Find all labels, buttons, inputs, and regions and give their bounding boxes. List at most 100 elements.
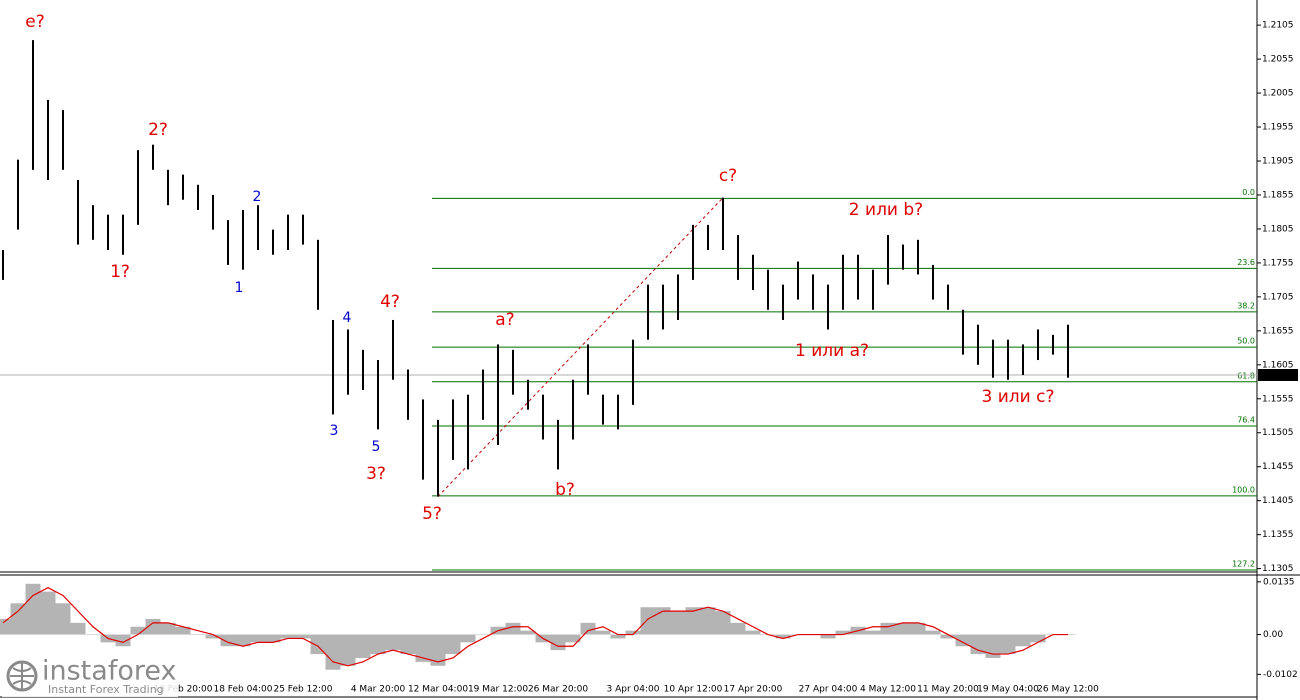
histogram-bar bbox=[580, 622, 596, 635]
signal-line bbox=[2, 587, 1068, 667]
histogram-bar bbox=[220, 634, 236, 647]
histogram-bar bbox=[325, 634, 341, 670]
x-tick-label: 11 May 20:00 bbox=[917, 685, 979, 695]
histogram-bar bbox=[85, 634, 101, 636]
wave-label: 2 bbox=[253, 189, 262, 205]
histogram-bar bbox=[130, 626, 146, 635]
histogram-bar bbox=[730, 622, 746, 635]
histogram-bar bbox=[685, 607, 701, 635]
histogram-bar bbox=[115, 634, 131, 647]
histogram-bar bbox=[595, 630, 611, 635]
fib-label: 127.2 bbox=[1232, 559, 1255, 568]
histogram-bar bbox=[880, 622, 896, 635]
x-tick-label: 17 Apr 20:00 bbox=[724, 685, 783, 695]
wave-label: 4? bbox=[380, 292, 400, 312]
histogram-bar bbox=[655, 607, 671, 635]
y-tick-label: 1.1355 bbox=[1262, 530, 1294, 540]
histogram-bar bbox=[1030, 634, 1046, 643]
current-price-box bbox=[1258, 368, 1298, 381]
histogram-bar bbox=[265, 634, 281, 643]
y-tick-label: 1.1855 bbox=[1262, 190, 1294, 200]
histogram-bar bbox=[1000, 634, 1016, 655]
y-tick-label: 1.1405 bbox=[1262, 496, 1294, 506]
current-price-label: 1.1590 bbox=[1261, 370, 1293, 380]
y-tick-label: 1.1305 bbox=[1262, 564, 1294, 574]
watermark-brand: instaforex bbox=[42, 656, 176, 687]
x-tick-label: 18 Feb 04:00 bbox=[213, 685, 272, 695]
fib-label: 0.0 bbox=[1242, 188, 1255, 197]
histogram-bar bbox=[190, 634, 206, 636]
fib-label: 61.8 bbox=[1237, 371, 1255, 380]
histogram-bar bbox=[865, 630, 881, 635]
wave-label: 1 bbox=[235, 280, 244, 296]
histogram-bar bbox=[235, 634, 251, 647]
x-tick-label: 4 May 12:00 bbox=[860, 685, 916, 695]
watermark-icon bbox=[10, 662, 34, 690]
x-tick-label: 10 Feb 20:00 bbox=[153, 685, 212, 695]
watermark: instaforex Instant Forex Trading bbox=[2, 655, 178, 697]
histogram-bar bbox=[400, 634, 416, 655]
x-tick-label: 26 Mar 20:00 bbox=[528, 685, 588, 695]
histogram-bar bbox=[0, 618, 11, 635]
x-tick-label: 19 May 04:00 bbox=[977, 685, 1039, 695]
histogram-bar bbox=[355, 634, 371, 658]
histogram-bar bbox=[520, 630, 536, 635]
histogram-bar bbox=[910, 622, 926, 635]
histogram-bar bbox=[40, 591, 56, 635]
histogram-bar bbox=[940, 634, 956, 639]
histogram-bar bbox=[445, 634, 461, 655]
histogram-bar bbox=[550, 634, 566, 651]
histogram-bar bbox=[310, 634, 326, 655]
watermark-tagline: Instant Forex Trading bbox=[48, 683, 164, 696]
histogram-bar bbox=[340, 634, 356, 666]
histogram-bar bbox=[610, 634, 626, 639]
histogram-bar bbox=[895, 622, 911, 635]
y-tick-label: 1.1505 bbox=[1262, 428, 1294, 438]
histogram-bar bbox=[625, 630, 641, 635]
wave-label: 5? bbox=[422, 504, 442, 524]
y-tick-label: 1.1905 bbox=[1262, 157, 1294, 167]
x-tick-label: 10 Apr 12:00 bbox=[664, 685, 723, 695]
histogram-bar bbox=[640, 607, 656, 635]
y-tick-label: 1.1755 bbox=[1262, 258, 1294, 268]
wave-label: 4 bbox=[343, 310, 352, 326]
histogram-bar bbox=[745, 630, 761, 635]
y-tick-label: 1.2055 bbox=[1262, 55, 1294, 65]
x-tick-label: 19 Mar 12:00 bbox=[468, 685, 528, 695]
wave-label: a? bbox=[495, 310, 514, 330]
histogram-bar bbox=[55, 603, 71, 635]
y-tick-label: -0.0102 bbox=[1263, 670, 1298, 680]
histogram-bar bbox=[250, 634, 266, 643]
wave-label: 2 или b? bbox=[849, 200, 923, 220]
histogram-bar bbox=[70, 622, 86, 635]
histogram-bar bbox=[160, 622, 176, 635]
y-tick-label: 0.00 bbox=[1263, 630, 1283, 640]
wave-label: 1 или a? bbox=[795, 341, 869, 361]
histogram-bar bbox=[25, 583, 41, 635]
y-tick-label: 1.1655 bbox=[1262, 326, 1294, 336]
histogram-bar bbox=[295, 634, 311, 639]
wave-label: b? bbox=[555, 480, 575, 500]
histogram-bar bbox=[1015, 634, 1031, 647]
x-tick-label: 27 Apr 04:00 bbox=[799, 685, 858, 695]
histogram-bar bbox=[460, 634, 476, 643]
fib-label: 50.0 bbox=[1237, 337, 1255, 346]
histogram-bar bbox=[715, 611, 731, 635]
histogram-bar bbox=[925, 630, 941, 635]
fib-label: 38.2 bbox=[1237, 301, 1255, 310]
histogram-bar bbox=[820, 634, 836, 639]
histogram-bar bbox=[565, 634, 581, 643]
histogram-bar bbox=[775, 634, 791, 639]
histogram-bar bbox=[970, 634, 986, 655]
y-tick-label: 1.1705 bbox=[1262, 292, 1294, 302]
y-tick-label: 1.1605 bbox=[1262, 360, 1294, 370]
histogram-bar bbox=[385, 634, 401, 651]
x-tick-label: 12 Mar 04:00 bbox=[408, 685, 468, 695]
histogram-bar bbox=[985, 634, 1001, 658]
wave-label: 3 bbox=[330, 423, 339, 439]
x-tick-label: 3 Apr 04:00 bbox=[607, 685, 660, 695]
histogram-bar bbox=[700, 607, 716, 635]
x-tick-label: 4 Mar 20:00 bbox=[351, 685, 406, 695]
wave-label: 2? bbox=[148, 120, 168, 140]
